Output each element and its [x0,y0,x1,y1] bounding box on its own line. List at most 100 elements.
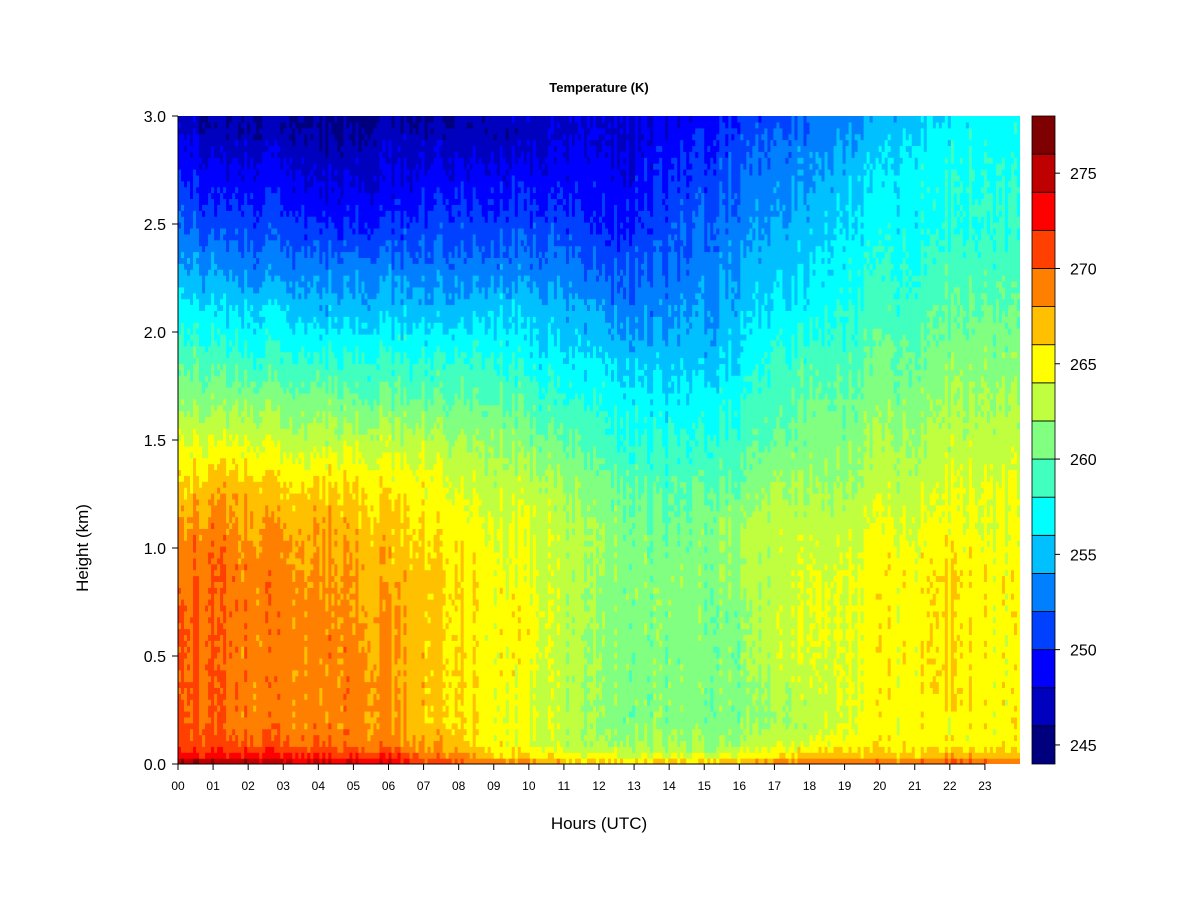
heatmap-cell [277,481,281,506]
heatmap-cell [550,316,555,323]
heatmap-cell [376,463,381,471]
heatmap-cell [232,116,236,158]
heatmap-cell [668,169,672,235]
heatmap-cell [319,599,323,659]
heatmap-cell [286,169,290,176]
heatmap-cell [238,534,242,541]
heatmap-cell [556,392,561,429]
heatmap-cell [346,386,351,423]
heatmap-cell [568,286,573,294]
heatmap-cell [427,322,432,329]
heatmap-cell [379,493,384,547]
heatmap-cell [538,257,543,270]
heatmap-cell [334,174,338,182]
heatmap-cell [220,192,224,229]
heatmap-cell [328,163,332,217]
heatmap-cell [205,758,209,764]
heatmap-cell [499,669,504,677]
heatmap-cell [367,233,372,241]
heatmap-cell [553,151,558,158]
heatmap-cell [367,469,372,518]
heatmap-cell [430,710,435,718]
heatmap-cell [217,204,221,241]
heatmap-cell [599,457,603,465]
heatmap-cell [505,469,510,559]
heatmap-cell [388,386,393,412]
heatmap-cell [436,116,441,141]
heatmap-cell [605,351,609,365]
heatmap-cell [517,451,522,476]
heatmap-cell [638,369,642,376]
heatmap-cell [565,457,570,506]
heatmap-cell [358,457,363,465]
heatmap-cell [202,758,206,764]
heatmap-cell [662,540,666,747]
heatmap-cell [635,210,639,217]
heatmap-cell [586,351,591,406]
heatmap-cell [505,563,510,600]
heatmap-cell [337,186,341,200]
heatmap-cell [451,257,456,264]
heatmap-cell [181,516,185,600]
heatmap-cell [665,722,669,753]
heatmap-cell [496,652,501,659]
heatmap-cell [406,357,411,406]
heatmap-cell [635,469,639,476]
heatmap-cell [322,216,326,223]
heatmap-cell [674,504,678,512]
heatmap-cell [586,133,591,158]
heatmap-cell [250,381,254,406]
heatmap-cell [623,286,627,300]
heatmap-cell [217,557,221,565]
heatmap-cell [641,139,645,152]
heatmap-cell [635,174,639,182]
heatmap-cell [232,510,236,518]
heatmap-cell [520,504,525,518]
heatmap-cell [301,275,305,282]
heatmap-cell [511,510,516,594]
heatmap-cell [565,540,570,553]
heatmap-cell [605,422,609,429]
heatmap-cell [605,363,609,376]
heatmap-cell [244,716,248,730]
heatmap-cell [583,628,588,641]
heatmap-cell [370,363,375,412]
heatmap-cell [421,498,426,506]
heatmap-cell [656,758,660,764]
heatmap-cell [475,339,480,347]
heatmap-cell [199,157,203,164]
heatmap-cell [268,227,272,241]
heatmap-cell [605,428,609,435]
heatmap-cell [241,174,245,182]
heatmap-cell [620,322,624,329]
heatmap-cell [187,180,191,235]
heatmap-cell [214,657,218,671]
heatmap-cell [352,186,357,223]
heatmap-cell [334,481,338,529]
heatmap-cell [394,381,399,388]
heatmap-cell [181,758,185,764]
heatmap-cell [217,563,221,577]
heatmap-cell [331,581,335,588]
heatmap-cell [391,475,396,482]
heatmap-cell [391,528,396,535]
heatmap-cell [520,392,525,447]
heatmap-cell [304,746,308,759]
heatmap-cell [445,669,450,677]
heatmap-cell [457,357,462,400]
heatmap-cell [214,569,218,577]
heatmap-cell [337,440,341,471]
heatmap-cell [238,251,242,288]
heatmap-cell [280,557,284,747]
heatmap-cell [532,705,537,742]
heatmap-cell [638,381,642,447]
heatmap-cell [571,675,576,683]
heatmap-cell [595,280,600,311]
heatmap-cell [532,699,537,706]
heatmap-cell [577,333,582,347]
heatmap-cell [469,758,474,764]
heatmap-cell [644,563,648,582]
heatmap-cell [535,746,540,759]
heatmap-cell [553,157,558,164]
heatmap-cell [427,540,432,547]
